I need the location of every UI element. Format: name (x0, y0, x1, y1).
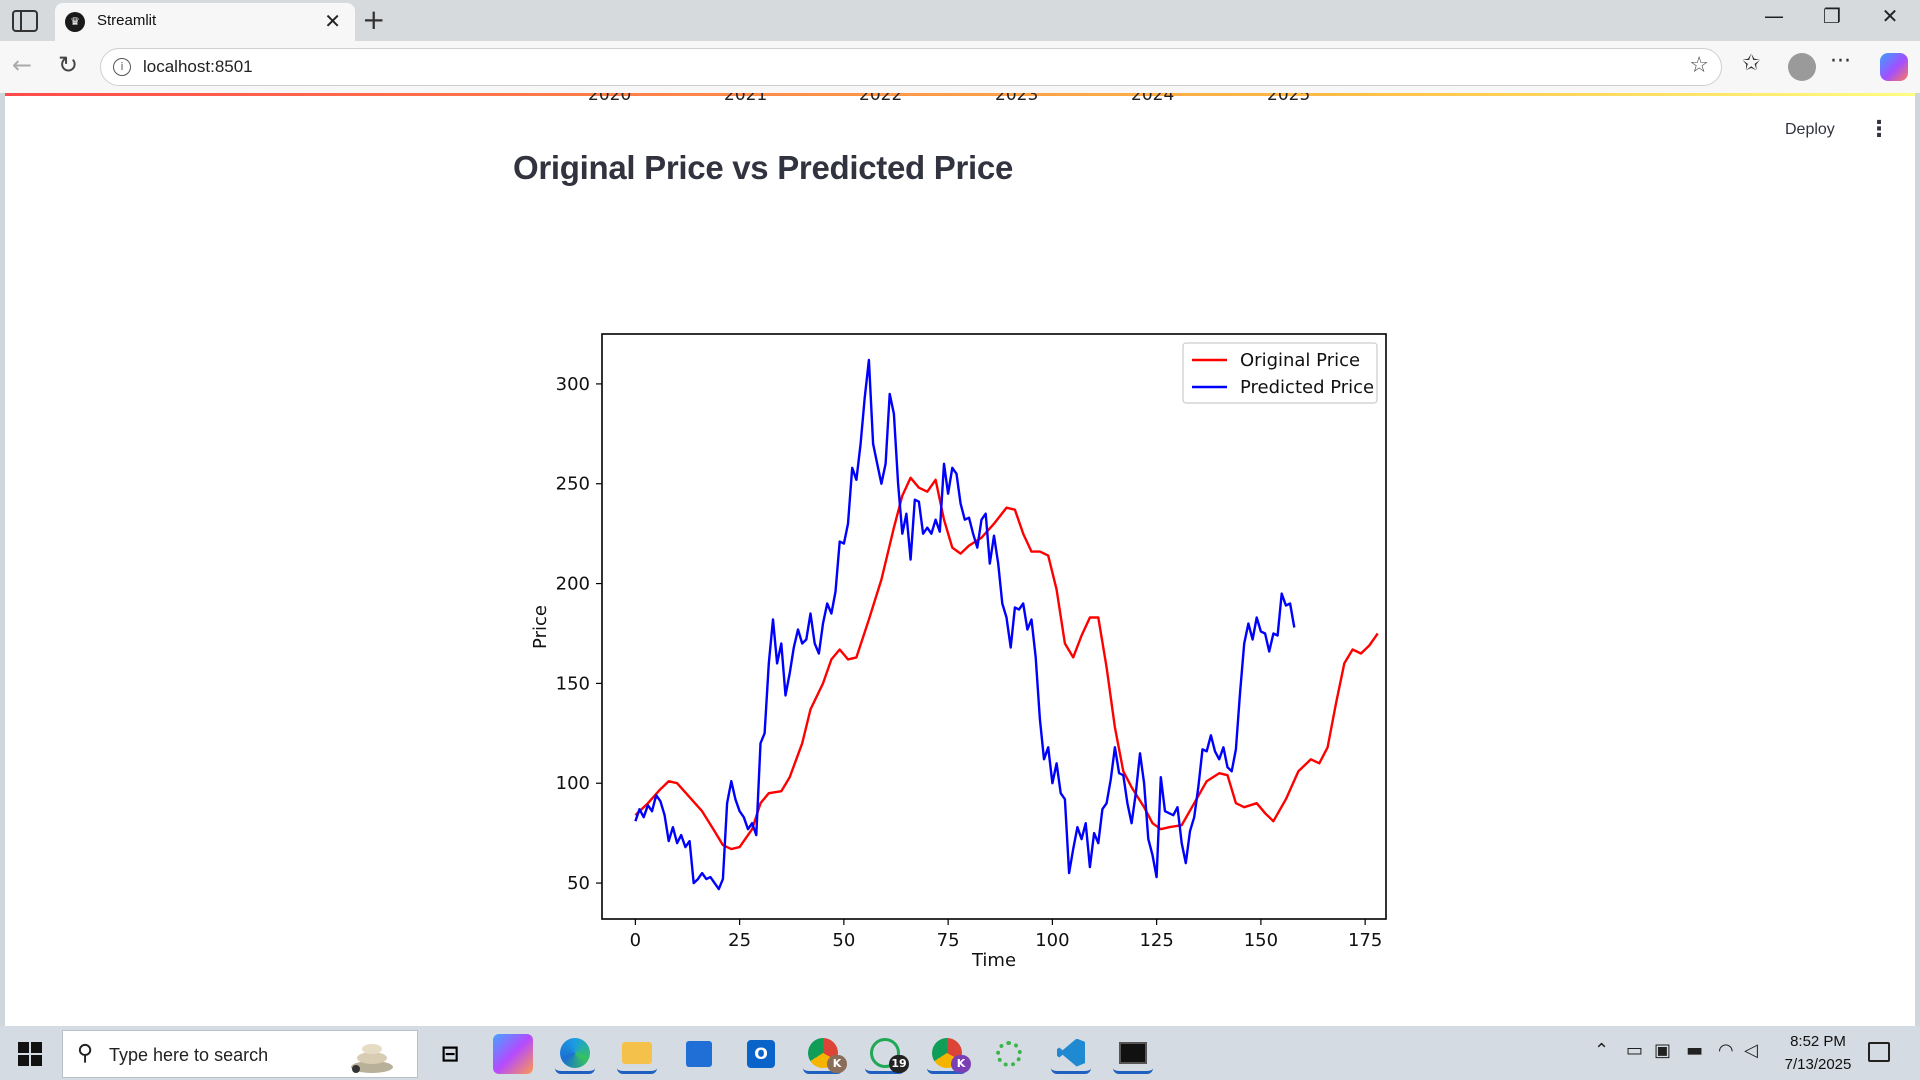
chrome-profile-badge: K (951, 1055, 971, 1073)
y-tick-label: 50 (567, 873, 590, 894)
outlook-icon[interactable]: O (741, 1034, 781, 1074)
streamlit-favicon-icon: ♛ (65, 12, 85, 32)
x-tick-label: 100 (1035, 930, 1069, 951)
more-options-icon[interactable]: ··· (1830, 49, 1851, 74)
x-axis: 0 25 50 75 100 125 150 175 (630, 919, 1382, 951)
main-menu-icon[interactable]: ⋮ (1868, 117, 1890, 142)
windows-taskbar: ⚲ Type here to search ⊟ O K 19 K ⌃ ▭ ▣ ▬… (0, 1026, 1920, 1080)
deploy-button[interactable]: Deploy (1785, 121, 1835, 138)
clock-date[interactable]: 7/13/2025 (1784, 1056, 1852, 1073)
close-window-button[interactable]: ✕ (1881, 4, 1899, 28)
tab-actions-icon[interactable] (12, 10, 38, 32)
search-icon: ⚲ (77, 1041, 94, 1066)
y-axis: 50 100 150 200 250 300 (556, 374, 602, 894)
whatsapp-notification-badge: 19 (889, 1055, 909, 1073)
previous-chart-tick: 2021 (724, 93, 768, 105)
app-tray-icon[interactable]: ▣ (1654, 1040, 1672, 1061)
predicted-price-line (634, 358, 1296, 891)
series-layer (634, 358, 1379, 891)
x-tick-label: 175 (1348, 930, 1382, 951)
y-tick-label: 150 (556, 673, 590, 694)
previous-chart-tick: 2022 (859, 93, 903, 105)
terminal-icon[interactable] (1113, 1034, 1153, 1074)
reload-button[interactable]: ↻ (58, 51, 79, 79)
copilot-taskbar-icon[interactable] (493, 1034, 533, 1074)
y-tick-label: 300 (556, 374, 590, 395)
chart-legend: Original Price Predicted Price (1182, 342, 1378, 404)
original-price-line (634, 476, 1379, 851)
y-tick-label: 200 (556, 574, 590, 595)
plot-frame (601, 333, 1387, 920)
chrome-profile-k-purple-icon[interactable]: K (927, 1034, 971, 1074)
streamlit-decoration-bar (5, 93, 1915, 96)
windows-start-icon[interactable] (18, 1042, 42, 1066)
streamlit-app: 2020 2021 2022 2023 2024 2025 Deploy ⋮ O… (5, 93, 1915, 1026)
tab-title: Streamlit (97, 12, 157, 29)
price-line-chart: 0 25 50 75 100 125 150 175 50 100 150 200 250 300 Ti… (530, 333, 1387, 971)
edge-taskbar-icon[interactable] (555, 1034, 595, 1074)
restore-window-button[interactable]: ❐ (1823, 4, 1841, 28)
profile-avatar-icon[interactable] (1788, 53, 1816, 81)
chrome-profile-badge: K (827, 1055, 847, 1073)
previous-chart-tick-row: 2020 2021 2022 2023 2024 2025 (5, 93, 1915, 105)
loading-ring-app-icon[interactable] (989, 1034, 1029, 1074)
previous-chart-tick: 2024 (1131, 93, 1175, 105)
favorites-icon[interactable]: ✩ (1742, 51, 1761, 76)
browser-tab-bar: ♛ Streamlit ✕ + — ❐ ✕ (0, 0, 1920, 41)
y-axis-label: Price (530, 605, 551, 649)
x-tick-label: 25 (728, 930, 751, 951)
whatsapp-icon[interactable]: 19 (865, 1034, 909, 1074)
copilot-icon[interactable] (1880, 53, 1908, 81)
previous-chart-tick: 2023 (995, 93, 1039, 105)
search-placeholder[interactable]: Type here to search (109, 1045, 269, 1065)
browser-tab-streamlit[interactable]: ♛ Streamlit ✕ (55, 3, 355, 41)
x-tick-label: 125 (1139, 930, 1173, 951)
new-tab-button[interactable]: + (362, 3, 386, 36)
address-bar[interactable]: i localhost:8501 ☆ (100, 48, 1722, 86)
search-highlight-stones-icon (351, 1044, 393, 1073)
browser-toolbar: ← ↻ i localhost:8501 ☆ ✩ ··· (0, 41, 1920, 93)
chrome-profile-k-icon[interactable]: K (803, 1034, 847, 1074)
notifications-icon[interactable] (1868, 1042, 1890, 1062)
x-tick-label: 75 (937, 930, 960, 951)
back-button[interactable]: ← (12, 51, 33, 79)
site-info-icon[interactable]: i (113, 58, 131, 76)
clock-time[interactable]: 8:52 PM (1790, 1033, 1846, 1050)
legend-predicted-label: Predicted Price (1240, 377, 1374, 398)
url-text[interactable]: localhost:8501 (143, 57, 253, 76)
battery-icon[interactable]: ▬ (1686, 1040, 1704, 1061)
x-tick-label: 0 (630, 930, 641, 951)
task-view-icon[interactable]: ⊟ (440, 1041, 460, 1067)
tab-close-icon[interactable]: ✕ (324, 9, 341, 33)
x-tick-label: 150 (1244, 930, 1278, 951)
x-tick-label: 50 (832, 930, 855, 951)
favorite-star-icon[interactable]: ☆ (1689, 53, 1709, 78)
page-title: Original Price vs Predicted Price (513, 149, 1014, 186)
wifi-icon[interactable]: ◠ (1718, 1040, 1734, 1061)
show-hidden-icons-chevron-icon[interactable]: ⌃ (1594, 1040, 1610, 1061)
legend-box (1182, 342, 1378, 404)
volume-icon[interactable]: ◁ (1744, 1040, 1758, 1061)
y-tick-label: 100 (556, 773, 590, 794)
taskbar-search-box[interactable]: ⚲ Type here to search (62, 1030, 418, 1078)
minimize-window-button[interactable]: — (1764, 4, 1784, 28)
y-tick-label: 250 (556, 474, 590, 495)
vscode-icon[interactable] (1051, 1034, 1091, 1074)
previous-chart-tick: 2020 (588, 93, 632, 105)
x-axis-label: Time (971, 950, 1016, 971)
meet-now-icon[interactable]: ▭ (1626, 1040, 1644, 1061)
microsoft-store-icon[interactable] (679, 1034, 719, 1074)
legend-original-label: Original Price (1240, 350, 1360, 371)
previous-chart-tick: 2025 (1267, 93, 1311, 105)
file-explorer-icon[interactable] (617, 1034, 657, 1074)
